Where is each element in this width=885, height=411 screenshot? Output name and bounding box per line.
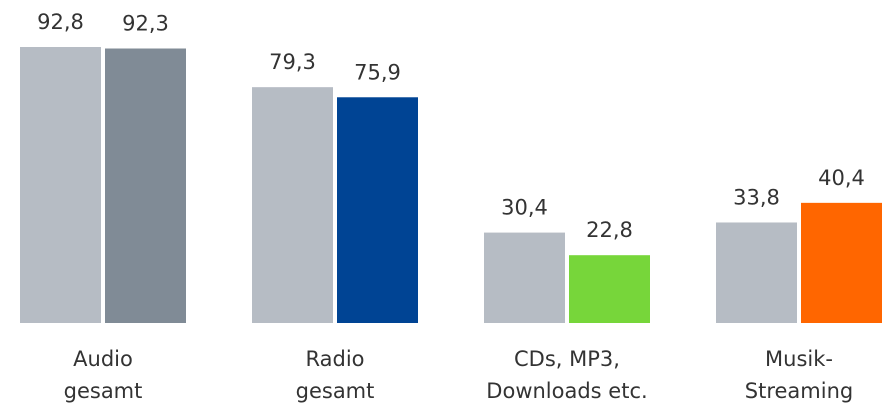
value-label: 75,9 bbox=[354, 60, 401, 84]
value-label: 79,3 bbox=[269, 50, 316, 74]
value-label: 92,8 bbox=[37, 10, 84, 34]
x-tick-label: Radio bbox=[305, 347, 364, 371]
x-tick-label: Audio bbox=[73, 347, 133, 371]
x-tick-label: Streaming bbox=[745, 379, 853, 403]
bar bbox=[569, 255, 650, 323]
value-label: 92,3 bbox=[122, 11, 169, 35]
bar bbox=[801, 202, 882, 323]
x-tick-label: gesamt bbox=[296, 379, 375, 403]
bar bbox=[252, 87, 333, 323]
bar bbox=[20, 47, 101, 324]
x-tick-label: Musik- bbox=[765, 347, 833, 371]
bar bbox=[716, 222, 797, 323]
value-label: 22,8 bbox=[586, 218, 633, 242]
bar bbox=[484, 232, 565, 323]
bar bbox=[337, 97, 418, 323]
x-tick-label: gesamt bbox=[64, 379, 143, 403]
x-tick-label: CDs, MP3, bbox=[514, 347, 620, 371]
x-tick-label: Downloads etc. bbox=[486, 379, 647, 403]
bar bbox=[105, 48, 186, 323]
value-label: 40,4 bbox=[818, 166, 865, 190]
value-label: 33,8 bbox=[733, 185, 780, 209]
value-label: 30,4 bbox=[501, 196, 548, 220]
